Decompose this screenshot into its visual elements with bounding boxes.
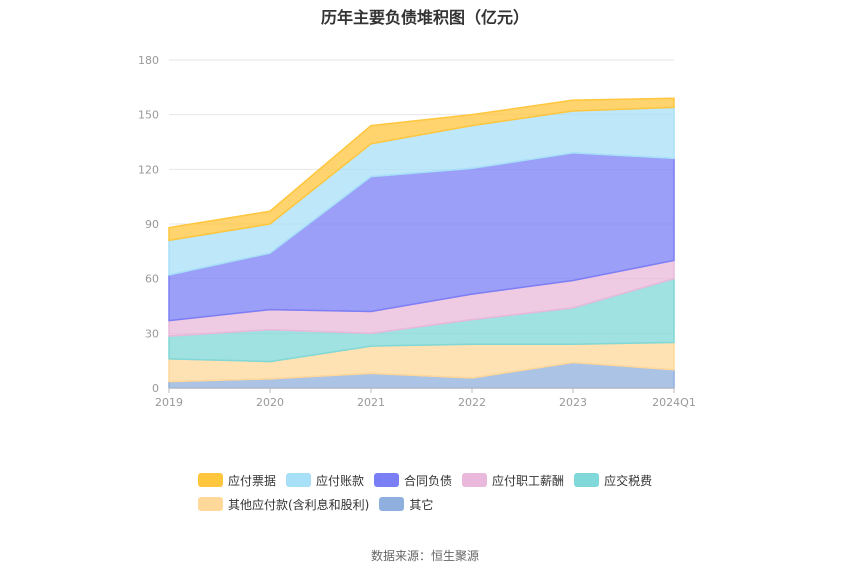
legend-label: 应付账款 xyxy=(316,473,365,488)
x-tick-label-2: 2021 xyxy=(357,396,385,409)
legend-item-2[interactable]: 合同负债 xyxy=(374,472,452,488)
stacked-area-chart: 0 30 60 90 120 150 180 2019 2020 2021 2022 2023 2024… xyxy=(138,54,696,409)
x-tick-label-4: 2023 xyxy=(559,396,587,409)
legend-label: 应付职工薪酬 xyxy=(492,473,565,488)
legend-swatch xyxy=(374,473,400,487)
data-source-note: 数据来源：恒生聚源 xyxy=(370,549,479,563)
legend-swatch xyxy=(198,473,223,487)
y-tick-label-120: 120 xyxy=(138,163,159,176)
legend-item-4[interactable]: 应交税费 xyxy=(574,472,652,488)
x-tick-label-5: 2024Q1 xyxy=(652,396,696,409)
legend-item-0[interactable]: 应付票据 xyxy=(198,472,276,488)
x-tick-label-0: 2019 xyxy=(155,396,183,409)
area-series-6 xyxy=(168,97,675,242)
legend-item-5[interactable]: 其他应付款(含利息和股利) xyxy=(198,496,369,512)
y-tick-label-0: 0 xyxy=(152,382,159,395)
y-tick-label-30: 30 xyxy=(145,327,159,340)
chart-legend: 应付票据 应付账款 合同负债 应付职工薪酬 应交税费其他应付款(含利息和股利) 其它 xyxy=(198,472,678,520)
y-tick-label-90: 90 xyxy=(145,218,159,231)
legend-swatch xyxy=(198,497,223,511)
legend-label: 应付票据 xyxy=(228,473,277,488)
legend-swatch xyxy=(286,473,312,487)
x-tick-label-3: 2022 xyxy=(458,396,486,409)
legend-item-3[interactable]: 应付职工薪酬 xyxy=(462,472,564,488)
y-tick-label-150: 150 xyxy=(138,109,159,122)
legend-label: 其它 xyxy=(409,497,434,512)
legend-swatch xyxy=(379,497,405,511)
legend-swatch xyxy=(574,473,600,487)
legend-item-6[interactable]: 其它 xyxy=(379,496,433,512)
legend-label: 应交税费 xyxy=(604,473,653,488)
legend-label: 其他应付款(含利息和股利) xyxy=(228,497,370,512)
y-tick-label-180: 180 xyxy=(138,54,159,67)
y-tick-label-60: 60 xyxy=(145,273,159,286)
legend-label: 合同负债 xyxy=(404,473,453,488)
legend-item-1[interactable]: 应付账款 xyxy=(286,472,364,488)
legend-swatch xyxy=(462,473,488,487)
chart-title: 历年主要负债堆积图（亿元） xyxy=(320,8,529,27)
x-tick-label-1: 2020 xyxy=(256,396,284,409)
